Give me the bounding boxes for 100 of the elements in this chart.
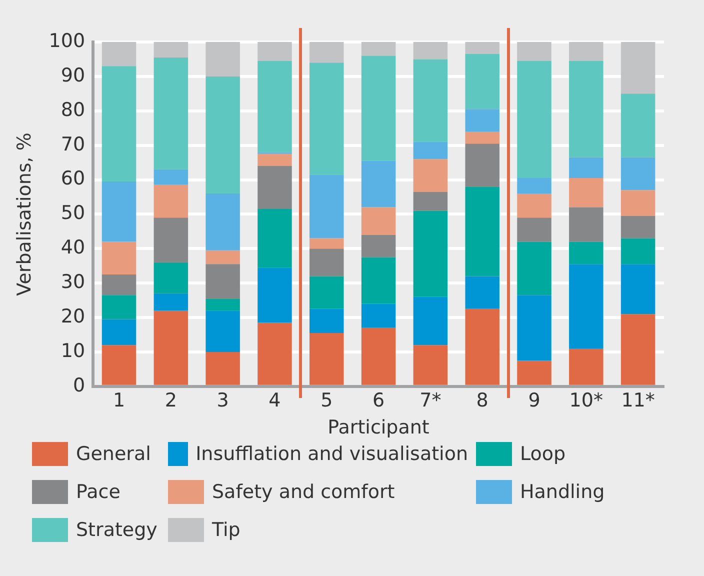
bar: [517, 295, 552, 361]
bar: [310, 62, 344, 175]
bar: [102, 242, 136, 274]
bar: [206, 264, 240, 299]
bar: [258, 166, 292, 210]
bar: [517, 194, 552, 218]
bar: [258, 60, 292, 152]
bar: [465, 54, 500, 110]
bar: [517, 218, 552, 242]
bar: [620, 42, 656, 94]
x-axis-title: Participant: [328, 416, 430, 439]
bar: [569, 178, 604, 208]
bar: [413, 59, 448, 142]
bar: [102, 319, 136, 346]
bar: [361, 207, 396, 235]
bar: [620, 264, 656, 314]
bar: [361, 257, 396, 304]
bar: [361, 56, 396, 161]
legend-label: Safety and comfort: [212, 481, 395, 503]
bar: [465, 276, 500, 309]
bar: [310, 248, 344, 276]
legend-label: Insufflation and visualisation: [196, 443, 468, 465]
bar: [569, 207, 604, 242]
bar: [310, 238, 344, 249]
bar: [102, 274, 136, 296]
bar: [569, 157, 604, 178]
bar: [517, 42, 552, 61]
y-tick-label: 30: [60, 271, 86, 294]
x-tick-label: 6: [372, 390, 385, 412]
x-tick-label: 9: [528, 390, 540, 412]
bar: [206, 310, 240, 352]
x-tick-label: 4: [268, 390, 281, 412]
legend-label: General: [76, 443, 151, 465]
bar: [102, 42, 136, 66]
bar: [517, 178, 552, 194]
bar: [154, 262, 188, 294]
bar: [310, 276, 344, 309]
bar: [154, 42, 188, 58]
legend-label: Strategy: [76, 519, 158, 541]
bar: [569, 242, 604, 264]
bar: [413, 159, 448, 192]
y-tick-label: 20: [60, 305, 86, 328]
bar: [620, 216, 656, 238]
bar: [361, 160, 396, 208]
bar: [413, 42, 448, 60]
bar: [465, 132, 500, 144]
bar: [154, 58, 188, 170]
bar: [258, 268, 292, 323]
bar: [413, 192, 448, 211]
y-axis-title: Verbalisations, %: [13, 132, 36, 296]
bar: [569, 42, 604, 61]
x-tick-label: 10*: [569, 390, 603, 412]
y-tick-label: 50: [60, 202, 86, 224]
bar: [361, 234, 396, 258]
bar: [102, 66, 136, 182]
bar: [154, 184, 188, 218]
x-tick-label: 7*: [420, 390, 442, 412]
bar: [102, 181, 136, 242]
bar: [154, 218, 188, 262]
legend-label: Tip: [212, 519, 240, 541]
bar: [258, 154, 292, 166]
bar: [310, 42, 344, 63]
bar: [102, 295, 136, 320]
y-tick-label: 60: [60, 168, 86, 190]
bar: [620, 157, 656, 190]
bar: [206, 194, 240, 250]
bar: [465, 144, 500, 187]
y-tick-label: 90: [60, 64, 86, 86]
bar: [206, 42, 240, 76]
bar: [206, 298, 240, 311]
legend-label: Pace: [76, 481, 120, 503]
y-tick-label: 80: [60, 98, 86, 121]
bar: [465, 42, 500, 54]
bar: [620, 190, 656, 216]
bar: [361, 304, 396, 328]
bar: [413, 142, 448, 160]
y-tick-label: 0: [72, 374, 86, 396]
bar: [465, 186, 500, 276]
bar: [310, 308, 344, 334]
bar: [517, 60, 552, 178]
bar: [569, 264, 604, 349]
bar: [258, 209, 292, 268]
bar: [620, 94, 656, 158]
bar: [361, 42, 396, 56]
y-tick-label: 70: [60, 133, 86, 156]
bar: [154, 169, 188, 185]
bar: [413, 210, 448, 297]
legend-label: Handling: [520, 481, 605, 503]
x-tick-label: 11*: [621, 390, 655, 412]
x-tick-label: 3: [216, 390, 229, 412]
bar: [310, 174, 344, 238]
x-tick-label: 5: [320, 390, 333, 412]
x-tick-label: 2: [164, 390, 177, 412]
x-tick-label: 1: [112, 390, 126, 412]
bar: [206, 76, 240, 194]
bar: [569, 60, 604, 158]
bar: [154, 293, 188, 311]
bar: [517, 242, 552, 296]
y-tick-label: 40: [60, 236, 86, 259]
bar: [465, 109, 500, 132]
